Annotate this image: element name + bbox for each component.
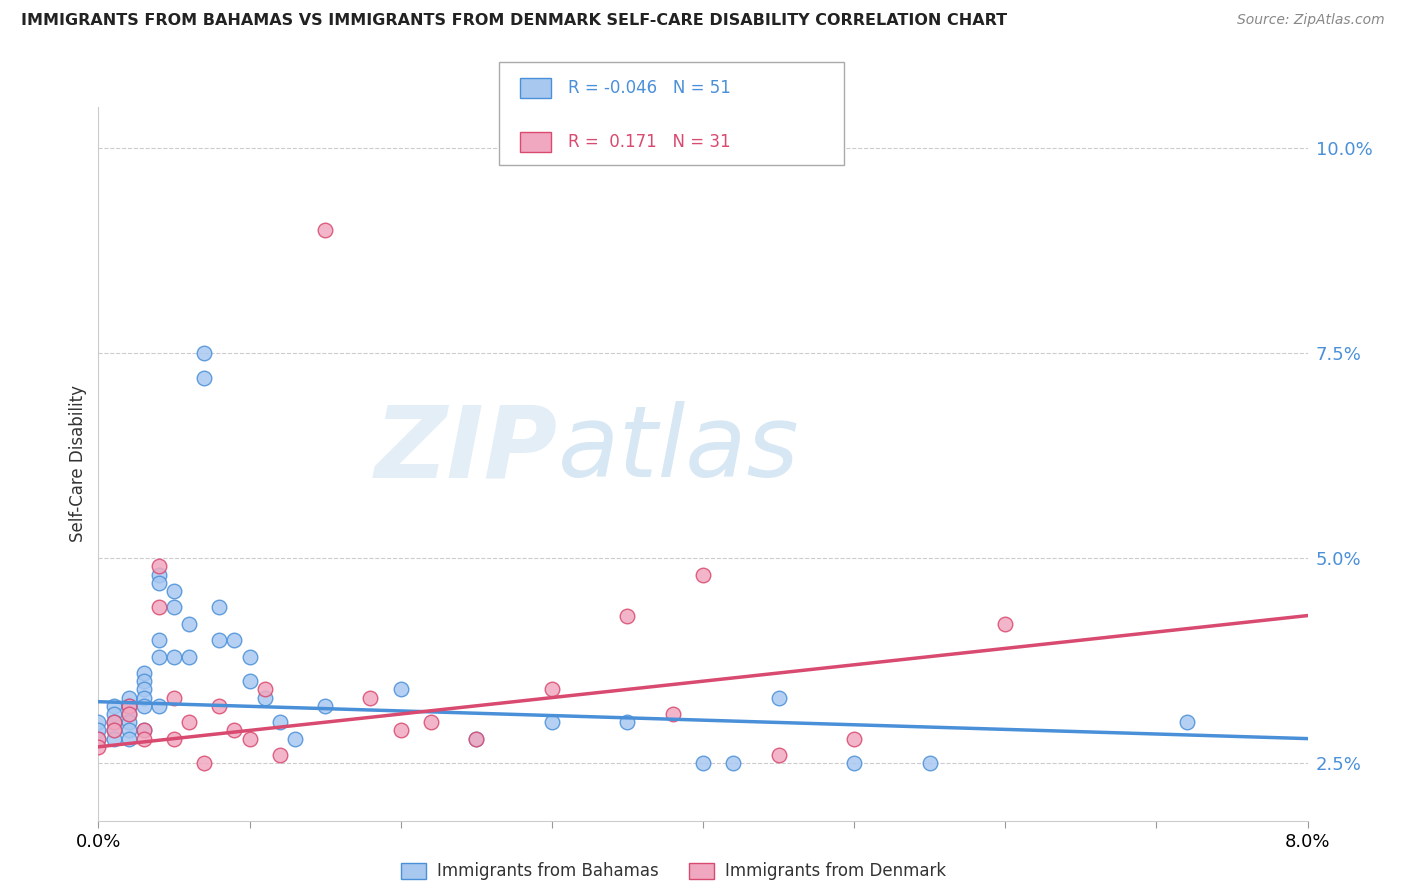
Point [239, 649, 262, 664]
Point [193, 346, 215, 360]
Point [118, 723, 141, 738]
Point [179, 616, 201, 631]
Point [844, 731, 866, 746]
Point [118, 706, 141, 721]
Point [148, 633, 170, 648]
Point [253, 682, 276, 697]
Point [163, 690, 186, 705]
Point [148, 600, 170, 615]
Point [87, 731, 110, 746]
Point [616, 715, 638, 730]
Point [118, 698, 141, 713]
Point [768, 690, 790, 705]
Point [103, 723, 125, 738]
Point [269, 715, 291, 730]
Point [723, 756, 745, 771]
Point [87, 715, 110, 730]
Point [994, 616, 1017, 631]
Point [314, 698, 336, 713]
Point [103, 715, 125, 730]
Text: Immigrants from Denmark: Immigrants from Denmark [725, 862, 946, 880]
Point [118, 731, 141, 746]
Point [118, 715, 141, 730]
Text: atlas: atlas [558, 401, 800, 498]
Point [193, 370, 215, 384]
Point [465, 731, 488, 746]
Point [87, 723, 110, 738]
Point [419, 715, 441, 730]
Point [284, 731, 307, 746]
Point [103, 723, 125, 738]
Point [148, 559, 170, 574]
Point [768, 747, 790, 762]
Text: ZIP: ZIP [375, 401, 558, 498]
Point [314, 223, 336, 237]
Point [132, 682, 155, 697]
Point [163, 584, 186, 599]
Point [163, 649, 186, 664]
Point [208, 633, 231, 648]
Point [540, 682, 562, 697]
Point [148, 649, 170, 664]
Y-axis label: Self-Care Disability: Self-Care Disability [69, 385, 87, 542]
Text: IMMIGRANTS FROM BAHAMAS VS IMMIGRANTS FROM DENMARK SELF-CARE DISABILITY CORRELAT: IMMIGRANTS FROM BAHAMAS VS IMMIGRANTS FR… [21, 13, 1007, 29]
Point [87, 739, 110, 754]
Point [103, 731, 125, 746]
Point [239, 731, 262, 746]
Point [208, 600, 231, 615]
Point [193, 756, 215, 771]
Text: R =  0.171   N = 31: R = 0.171 N = 31 [568, 133, 731, 151]
Point [692, 756, 714, 771]
Point [616, 608, 638, 623]
Point [132, 690, 155, 705]
Point [118, 690, 141, 705]
Point [163, 600, 186, 615]
Point [118, 698, 141, 713]
Point [269, 747, 291, 762]
Point [118, 706, 141, 721]
Point [132, 674, 155, 689]
Point [132, 723, 155, 738]
Text: Source: ZipAtlas.com: Source: ZipAtlas.com [1237, 13, 1385, 28]
Point [224, 633, 246, 648]
Point [148, 567, 170, 582]
Point [661, 706, 683, 721]
Point [132, 665, 155, 680]
Point [132, 698, 155, 713]
Point [179, 649, 201, 664]
Point [1175, 715, 1198, 730]
Point [87, 731, 110, 746]
Point [389, 682, 412, 697]
Text: Immigrants from Bahamas: Immigrants from Bahamas [437, 862, 659, 880]
Point [465, 731, 488, 746]
Point [132, 731, 155, 746]
Point [148, 575, 170, 590]
Point [103, 706, 125, 721]
Point [103, 698, 125, 713]
Point [918, 756, 941, 771]
Point [132, 723, 155, 738]
Point [692, 567, 714, 582]
Text: R = -0.046   N = 51: R = -0.046 N = 51 [568, 79, 731, 97]
Point [179, 715, 201, 730]
Point [224, 723, 246, 738]
Point [359, 690, 381, 705]
Point [253, 690, 276, 705]
Point [540, 715, 562, 730]
Point [163, 731, 186, 746]
Point [389, 723, 412, 738]
Point [148, 698, 170, 713]
Point [239, 674, 262, 689]
Point [844, 756, 866, 771]
Point [103, 715, 125, 730]
Point [208, 698, 231, 713]
